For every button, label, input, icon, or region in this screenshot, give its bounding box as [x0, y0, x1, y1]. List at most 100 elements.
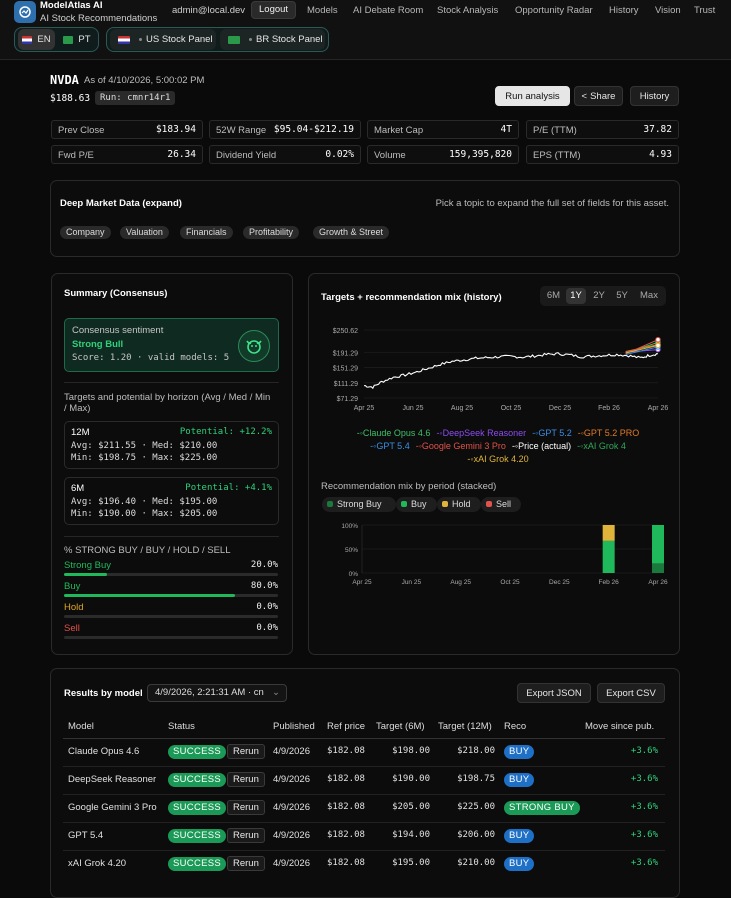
- recommendation-mix-chart: 100% 50% 0%Apr 25 Jun 25 Aug 25 Oct 25 Dec 25 F…: [341, 523, 668, 586]
- metric-value: 0.02%: [325, 149, 354, 160]
- metric-label: Volume: [374, 150, 406, 161]
- us-stock-panel-button[interactable]: US Stock Panel: [110, 29, 216, 50]
- cell-target-12m: $206.00: [457, 830, 495, 840]
- cell-ref-price: $182.08: [327, 830, 365, 840]
- run-select[interactable]: 4/9/2026, 2:21:31 AM · cn ⌄: [147, 684, 287, 702]
- app-name: ModelAtlas AI: [40, 0, 103, 11]
- legend-item[interactable]: -◦GPT 5.2 PRO: [578, 428, 640, 438]
- br-stock-panel-button[interactable]: BR Stock Panel: [220, 29, 325, 50]
- mix-bar-segment: [652, 525, 664, 564]
- mix-legend-sell[interactable]: Sell: [481, 497, 521, 512]
- nav-trust[interactable]: Trust: [694, 5, 716, 16]
- y-tick-label: 100%: [341, 523, 358, 530]
- cell-move: +3.6%: [630, 830, 658, 840]
- export-csv-button[interactable]: Export CSV: [597, 683, 665, 703]
- legend-marker: -◦: [467, 454, 474, 464]
- logout-button[interactable]: Logout: [251, 1, 297, 19]
- nav-history[interactable]: History: [609, 5, 639, 16]
- legend-row: -◦xAI Grok 4.20: [320, 453, 676, 466]
- rerun-button[interactable]: Rerun: [227, 744, 265, 759]
- metric-label: Prev Close: [58, 125, 105, 136]
- run-analysis-button[interactable]: Run analysis: [495, 86, 570, 106]
- app-tagline: AI Stock Recommendations: [40, 13, 158, 24]
- x-tick-label: Oct 25: [500, 579, 520, 586]
- cell-model: DeepSeek Reasoner: [68, 774, 157, 785]
- mix-legend-hold[interactable]: Hold: [437, 497, 481, 512]
- topic-valuation[interactable]: Valuation: [120, 226, 169, 239]
- legend-row: -◦GPT 5.4 -◦Google Gemini 3 Pro -◦Price (a…: [320, 440, 676, 453]
- reco-badge: BUY: [504, 829, 535, 843]
- legend-item[interactable]: -◦GPT 5.2: [532, 428, 572, 438]
- cell-target-6m: $205.00: [392, 802, 430, 812]
- x-tick-label: Dec 25: [549, 579, 570, 586]
- cell-target-6m: $194.00: [392, 830, 430, 840]
- target-series-line: [625, 346, 659, 355]
- nav-vision[interactable]: Vision: [655, 5, 681, 16]
- mix-legend-buy[interactable]: Buy: [396, 497, 437, 512]
- topic-growth-street[interactable]: Growth & Street: [313, 226, 390, 239]
- legend-item[interactable]: -◦Price (actual): [512, 441, 571, 451]
- legend-item[interactable]: -◦GPT 5.4: [370, 441, 410, 451]
- history-button[interactable]: History: [630, 86, 679, 106]
- legend-marker: -◦: [532, 428, 539, 438]
- nav-stock-analysis[interactable]: Stock Analysis: [437, 5, 499, 16]
- topic-profitability[interactable]: Profitability: [243, 226, 300, 239]
- rerun-button[interactable]: Rerun: [227, 772, 265, 787]
- br-flag-icon: [63, 35, 74, 44]
- legend-swatch: [401, 501, 407, 507]
- target-series-line: [625, 344, 659, 354]
- cell-move: +3.6%: [630, 802, 658, 812]
- legend-label: Google Gemini 3 Pro: [421, 441, 506, 451]
- mix-legend-strong-buy[interactable]: Strong Buy: [322, 497, 396, 512]
- topic-financials[interactable]: Financials: [180, 226, 233, 239]
- horizon-12m-min: Min: $198.75 · Max: $225.00: [71, 453, 218, 463]
- share-button[interactable]: < Share: [574, 86, 623, 106]
- col-status: Status: [168, 721, 195, 732]
- legend-item[interactable]: -◦Google Gemini 3 Pro: [416, 441, 506, 451]
- nav-opportunity-radar[interactable]: Opportunity Radar: [515, 5, 593, 16]
- rerun-button[interactable]: Rerun: [227, 856, 265, 871]
- col-target-6m: Target (6M): [376, 721, 425, 732]
- rerun-button[interactable]: Rerun: [227, 828, 265, 843]
- status-badge: SUCCESS: [168, 857, 227, 871]
- target-point: [655, 337, 661, 343]
- range-5y[interactable]: 5Y: [616, 290, 628, 301]
- cell-published: 4/9/2026: [273, 802, 310, 813]
- metric-market-cap: Market Cap 4T: [367, 120, 519, 139]
- sentiment-score: Score: 1.20 · valid models: 5: [72, 353, 230, 363]
- legend-item[interactable]: -◦xAI Grok 4: [577, 441, 626, 451]
- legend-item[interactable]: -◦Claude Opus 4.6: [357, 428, 431, 438]
- legend-item[interactable]: -◦xAI Grok 4.20: [467, 454, 528, 464]
- legend-marker: -◦: [356, 428, 363, 438]
- bull-icon: [238, 330, 270, 362]
- nav-models[interactable]: Models: [307, 5, 338, 16]
- x-tick-label: Oct 25: [501, 405, 522, 412]
- export-json-button[interactable]: Export JSON: [517, 683, 591, 703]
- range-1y[interactable]: 1Y: [566, 288, 586, 304]
- y-tick-label: $151.29: [333, 366, 358, 373]
- metric-label: 52W Range: [216, 125, 267, 136]
- metric-dividend-yield: Dividend Yield 0.02%: [209, 145, 361, 164]
- range-2y[interactable]: 2Y: [593, 290, 605, 301]
- lang-en-label: EN: [37, 34, 51, 45]
- cell-target-12m: $225.00: [457, 802, 495, 812]
- rerun-button[interactable]: Rerun: [227, 800, 265, 815]
- mix-value-sell: 0.0%: [256, 623, 278, 633]
- metric-pe-ttm: P/E (TTM) 37.82: [526, 120, 679, 139]
- legend-swatch: [442, 501, 448, 507]
- nav-ai-debate-room[interactable]: AI Debate Room: [353, 5, 424, 16]
- user-email: admin@local.dev: [172, 5, 246, 16]
- lang-pt-label: PT: [78, 34, 91, 45]
- mix-chart-title: Recommendation mix by period (stacked): [321, 481, 497, 492]
- lang-pt-button[interactable]: PT: [59, 29, 95, 50]
- range-6m[interactable]: 6M: [546, 290, 561, 301]
- range-max[interactable]: Max: [640, 290, 658, 301]
- legend-item[interactable]: -◦DeepSeek Reasoner: [436, 428, 526, 438]
- horizon-12m-label: 12M: [71, 427, 90, 438]
- lang-en-button[interactable]: EN: [18, 29, 55, 50]
- status-badge: SUCCESS: [168, 801, 227, 815]
- topic-company[interactable]: Company: [60, 226, 111, 239]
- legend-label: xAI Grok 4: [583, 441, 626, 451]
- status-badge: SUCCESS: [168, 773, 227, 787]
- deep-market-data-title: Deep Market Data (expand): [60, 198, 182, 209]
